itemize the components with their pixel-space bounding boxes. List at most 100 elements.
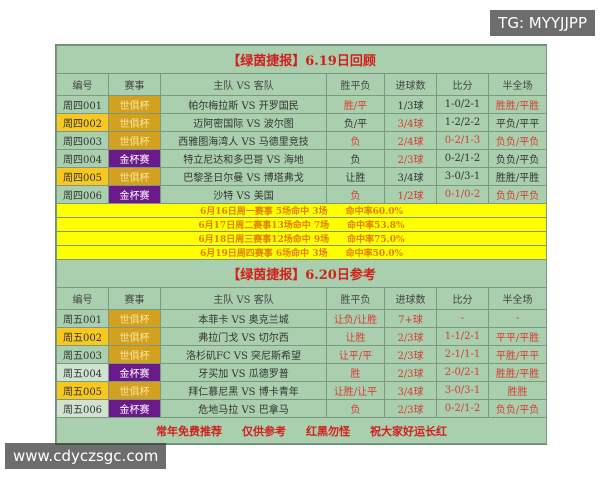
match-teams: 牙买加 VS 瓜德罗普 [160,363,327,382]
column-header: 进球数 [384,287,437,310]
column-header: 赛事 [108,73,161,96]
table-row: 周五001 世俱杯 本菲卡 VS 奥克兰城 让负/让胜 7+球 - - [56,309,548,328]
result: 让胜/让平 [326,381,385,400]
match-teams: 拜仁慕尼黑 VS 博卡青年 [160,381,327,400]
section-title: 【绿茵捷报】6.19日回顾 [55,45,548,74]
result: 负/平 [326,113,385,132]
half-full: 负负/平负 [487,131,548,150]
match-teams: 西雅图海湾人 VS 马德里竞技 [160,131,327,150]
result: 负 [326,185,385,204]
match-teams: 沙特 VS 美国 [160,185,327,204]
result: 负 [326,131,385,150]
result: 负 [326,399,385,418]
score: 0-2/1-3 [436,131,489,150]
table-row: 周四002 世俱杯 迈阿密国际 VS 波尔图 负/平 3/4球 1-2/2-2 … [56,113,548,132]
hit-rate-text: 6月18日周三赛事12场命中 9场 命中率75.0% [55,231,548,246]
column-header: 主队 VS 客队 [160,73,327,96]
match-id: 周五002 [56,327,109,346]
league-badge: 金杯赛 [108,363,161,382]
stat-row: 6月17日周二赛事13场命中 7场 命中率53.8% [55,217,548,232]
footer-row: 常年免费推荐 仅供参考 红黑勿怪 祝大家好运长红 [55,417,548,444]
stat-row: 6月16日周一赛事 5场命中 3场 命中率60.0% [55,203,548,218]
match-teams: 危地马拉 VS 巴拿马 [160,399,327,418]
result: 让平/平 [326,345,385,364]
table-row: 周四004 金杯赛 特立尼达和多巴哥 VS 海地 负 2/3球 0-2/1-2 … [56,149,548,168]
league-badge: 金杯赛 [108,149,161,168]
half-full: 胜胜/平胜 [487,363,548,382]
goals: 3/4球 [384,167,437,186]
hit-rate-text: 6月19日周四赛事 6场命中 3场 命中率50.0% [55,245,548,260]
section-title-row: 【绿茵捷报】6.19日回顾 [55,45,548,74]
result: 胜 [326,363,385,382]
tips-table: 【绿茵捷报】6.19日回顾 编号 赛事 主队 VS 客队 胜平负 进球数 比分 半全场 周四0… [55,45,548,444]
column-header: 比分 [436,287,489,310]
league-badge: 世俱杯 [108,131,161,150]
score: 0-2/1-2 [436,149,489,168]
goals: 2/3球 [384,363,437,382]
result: 负 [326,149,385,168]
match-id: 周四005 [56,167,109,186]
match-id: 周五003 [56,345,109,364]
half-full: 负负/平负 [487,149,548,168]
score: 0-2/1-2 [436,399,489,418]
column-header: 进球数 [384,73,437,96]
league-badge: 金杯赛 [108,399,161,418]
score: - [436,309,489,328]
table-row: 周四001 世俱杯 帕尔梅拉斯 VS 开罗国民 胜/平 1/3球 1-0/2-1… [56,95,548,114]
header-row: 编号 赛事 主队 VS 客队 胜平负 进球数 比分 半全场 [56,287,548,310]
goals: 1/2球 [384,185,437,204]
league-badge: 世俱杯 [108,327,161,346]
half-full: 胜胜 [487,381,548,400]
table-row: 周四006 金杯赛 沙特 VS 美国 负 1/2球 0-1/0-2 负负/平负 [56,185,548,204]
score: 1-0/2-1 [436,95,489,114]
match-id: 周五001 [56,309,109,328]
half-full: 平负/平平 [487,113,548,132]
section-title-row: 【绿茵捷报】6.20日参考 [55,259,548,288]
hit-rate-text: 6月17日周二赛事13场命中 7场 命中率53.8% [55,217,548,232]
league-badge: 世俱杯 [108,345,161,364]
half-full: 平胜/平平 [487,345,548,364]
match-teams: 巴黎圣日尔曼 VS 博塔弗戈 [160,167,327,186]
match-id: 周五004 [56,363,109,382]
match-teams: 弗拉门戈 VS 切尔西 [160,327,327,346]
goals: 7+球 [384,309,437,328]
score: 2-0/2-1 [436,363,489,382]
footer-slogan: 仅供参考 [242,424,287,438]
table-row: 周四003 世俱杯 西雅图海湾人 VS 马德里竞技 负 2/4球 0-2/1-3… [56,131,548,150]
footer-slogan: 祝大家好运长红 [370,424,448,438]
match-teams: 本菲卡 VS 奥克兰城 [160,309,327,328]
match-id: 周四004 [56,149,109,168]
match-teams: 迈阿密国际 VS 波尔图 [160,113,327,132]
match-id: 周五006 [56,399,109,418]
goals: 2/3球 [384,149,437,168]
match-teams: 洛杉矶FC VS 突尼斯希望 [160,345,327,364]
half-full: 平平/平胜 [487,327,548,346]
half-full: 胜胜/平胜 [487,95,548,114]
table-row: 周五006 金杯赛 危地马拉 VS 巴拿马 负 2/3球 0-2/1-2 负负/… [56,399,548,418]
score: 2-1/1-1 [436,345,489,364]
column-header: 半全场 [487,73,548,96]
goals: 2/3球 [384,399,437,418]
match-id: 周四002 [56,113,109,132]
result: 让胜 [326,167,385,186]
header-row: 编号 赛事 主队 VS 客队 胜平负 进球数 比分 半全场 [56,73,548,96]
table-row: 周五003 世俱杯 洛杉矶FC VS 突尼斯希望 让平/平 2/3球 2-1/1… [56,345,548,364]
tips-board: 【绿茵捷报】6.19日回顾 编号 赛事 主队 VS 客队 胜平负 进球数 比分 半全场 周四0… [55,44,548,445]
league-badge: 世俱杯 [108,113,161,132]
match-id: 周四003 [56,131,109,150]
score: 0-1/0-2 [436,185,489,204]
score: 3-0/3-1 [436,167,489,186]
half-full: - [487,309,548,328]
watermark-url: www.cdyczsgc.com [5,443,167,469]
footer-slogan: 红黑勿怪 [306,424,351,438]
match-id: 周五005 [56,381,109,400]
watermark-tg: TG: MYYJJPP [490,10,595,36]
match-teams: 帕尔梅拉斯 VS 开罗国民 [160,95,327,114]
column-header: 半全场 [487,287,548,310]
table-row: 周五002 世俱杯 弗拉门戈 VS 切尔西 让胜 2/3球 1-1/2-1 平平… [56,327,548,346]
column-header: 胜平负 [326,73,385,96]
league-badge: 世俱杯 [108,381,161,400]
league-badge: 金杯赛 [108,185,161,204]
column-header: 主队 VS 客队 [160,287,327,310]
column-header: 比分 [436,73,489,96]
